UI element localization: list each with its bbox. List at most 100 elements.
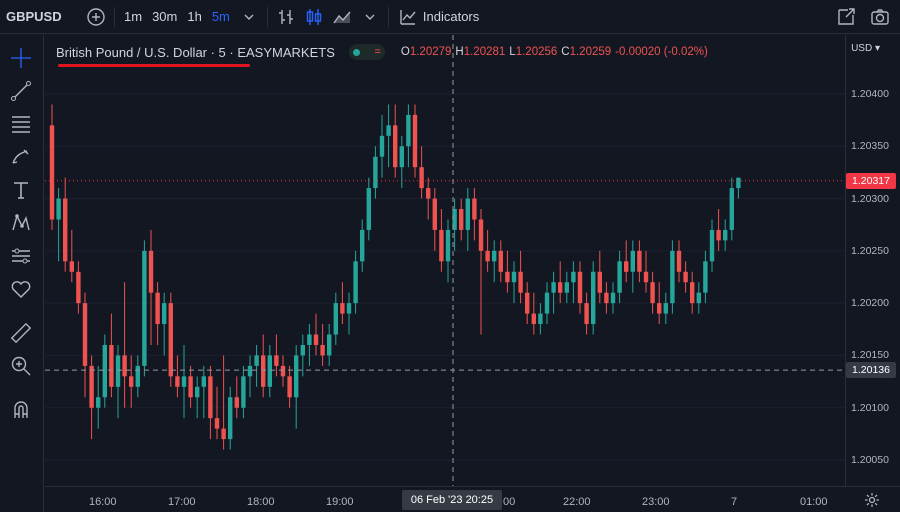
candle-body (188, 376, 193, 398)
candle-body (261, 355, 266, 387)
text-icon[interactable] (6, 175, 36, 205)
camera-icon[interactable] (866, 3, 894, 31)
candle-body (439, 229, 444, 262)
candle-body (168, 303, 173, 377)
bar-style-icon[interactable] (272, 3, 300, 31)
candle-body (76, 271, 81, 304)
candle-body (676, 250, 682, 272)
candle-body (181, 376, 187, 387)
add-symbol-icon[interactable] (82, 3, 110, 31)
candle-body (683, 271, 688, 283)
legend-title[interactable]: British Pound / U.S. Dollar · 5 · EASYMA… (56, 44, 335, 60)
prediction-icon[interactable] (6, 241, 36, 271)
price-label: 1.20150 (851, 349, 889, 361)
candle-body (426, 188, 431, 199)
crosshair-icon[interactable] (6, 43, 36, 73)
currency-selector[interactable]: USD ▾ (851, 43, 880, 54)
interval-30m[interactable]: 30m (152, 9, 178, 24)
candle-body (571, 271, 576, 283)
candles-icon[interactable] (300, 3, 328, 31)
candle-body (148, 250, 154, 293)
candle-body (221, 428, 226, 440)
candle-body (630, 250, 635, 272)
crosshair-time-tag: 06 Feb '23 20:25 (402, 490, 502, 510)
time-label: 00 (503, 496, 516, 508)
candle-body (584, 303, 589, 325)
candle-body (538, 313, 543, 325)
candle-body (485, 250, 490, 262)
candle-body (379, 135, 385, 157)
candle-body (327, 334, 332, 356)
chevron-down-icon[interactable] (356, 3, 384, 31)
price-scale[interactable] (845, 35, 900, 486)
currency-label: USD (851, 43, 873, 54)
candle-body (472, 198, 477, 220)
ruler-icon[interactable] (6, 318, 36, 348)
time-label: 7 (731, 496, 738, 508)
low-value: 1.20256 (515, 46, 558, 58)
candle-body (366, 188, 371, 230)
fib-icon[interactable] (6, 109, 36, 139)
candle-body (690, 282, 695, 304)
symbol-search[interactable]: GBPUSD (6, 9, 62, 24)
candle-body (135, 365, 140, 387)
candle-body (577, 271, 583, 304)
candle-body (709, 229, 715, 262)
last-price-tag: 1.20317 (846, 173, 896, 189)
candle-body (610, 292, 616, 304)
pattern-icon[interactable] (6, 208, 36, 238)
time-label: 17:00 (168, 496, 196, 508)
trend-line-icon[interactable] (6, 76, 36, 106)
high-value: 1.20281 (463, 46, 506, 58)
price-label: 1.20400 (851, 88, 889, 100)
candle-body (591, 271, 596, 325)
interval-5m[interactable]: 5m (211, 9, 230, 24)
candle-body (313, 334, 319, 345)
brush-icon[interactable] (6, 142, 36, 172)
fullscreen-icon[interactable] (832, 3, 860, 31)
candle-body (122, 355, 127, 377)
indicators-button[interactable]: Indicators (393, 8, 485, 26)
candle-body (82, 303, 88, 366)
candle-body (604, 292, 609, 304)
low-key: L (509, 46, 516, 58)
candle-body (129, 376, 134, 387)
time-label: 22:00 (563, 496, 591, 508)
candle-body (142, 250, 147, 366)
chevron-down-icon[interactable] (235, 3, 263, 31)
candle-body (445, 229, 451, 262)
candlestick-chart[interactable] (45, 35, 845, 486)
open-value: 1.20279 (409, 46, 452, 58)
gear-icon[interactable] (864, 492, 880, 512)
candle-body (511, 271, 517, 283)
close-value: 1.20259 (569, 46, 612, 58)
toolbar-divider (114, 6, 115, 27)
interval-1m[interactable]: 1m (124, 9, 143, 24)
candle-body (617, 261, 622, 293)
time-scale[interactable] (45, 486, 900, 512)
magnet-icon[interactable] (6, 395, 36, 425)
candle-body (267, 355, 272, 387)
candle-body (544, 292, 550, 314)
chart-legend: British Pound / U.S. Dollar · 5 · EASYMA… (56, 44, 708, 60)
market-open-dot (352, 48, 360, 56)
market-status-pill[interactable]: = (348, 44, 385, 60)
candle-body (346, 303, 352, 314)
time-label: 18:00 (247, 496, 275, 508)
candle-body (333, 303, 338, 335)
interval-1h[interactable]: 1h (187, 9, 202, 24)
candle-body (558, 282, 563, 293)
candle-body (406, 114, 411, 147)
area-icon[interactable] (328, 3, 356, 31)
candle-body (657, 303, 662, 314)
zoom-in-icon[interactable] (6, 351, 36, 381)
price-label: 1.20250 (851, 245, 889, 257)
candle-body (419, 167, 424, 189)
candle-body (412, 114, 418, 168)
heart-icon[interactable] (6, 274, 36, 304)
toolbar-right (832, 3, 894, 31)
top-toolbar: GBPUSD 1m 30m 1h 5m Indicators (0, 0, 900, 34)
candle-body (650, 282, 655, 304)
candle-body (320, 344, 325, 356)
candle-body (696, 292, 701, 304)
